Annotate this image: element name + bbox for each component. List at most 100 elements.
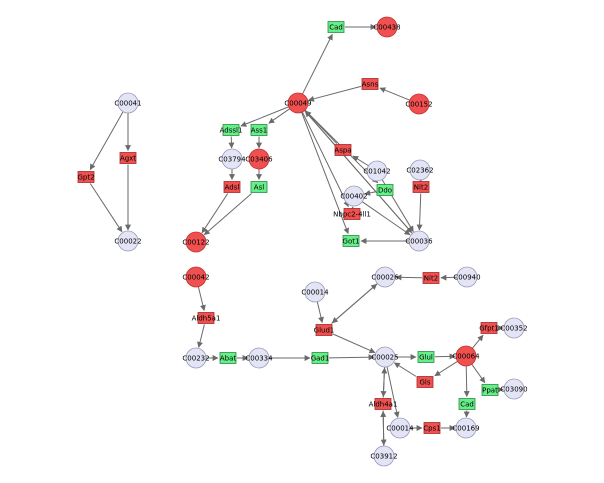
enzyme-node-nbpc[interactable]: Nbpc2-4ll1 [333,208,371,220]
node-label: C01042 [363,168,390,176]
node-label: Glul [419,354,433,362]
node-label: C00042 [182,274,209,282]
enzyme-node-gad1[interactable]: Gad1 [311,352,330,364]
enzyme-node-cad_bot[interactable]: Cad [458,398,476,410]
enzyme-node-cad_top[interactable]: Cad [327,21,345,33]
node-label: Asns [362,81,379,89]
compound-circle [503,378,525,400]
compound-circle [248,148,270,170]
compound-node-c03090[interactable]: C03090 [500,378,528,400]
node-label: C00014 [386,425,414,433]
compound-node-c00014b[interactable]: C00014 [386,417,414,439]
edge-gad1-to-c00025 [328,354,375,361]
enzyme-box [481,384,499,396]
enzyme-box [223,181,241,193]
node-label: Got1 [343,238,360,246]
compound-circle [248,347,270,369]
edge-c00049-to-ass1 [268,108,291,124]
enzyme-node-adsl[interactable]: Adsl [223,181,241,193]
node-label: C03794 [218,156,246,164]
edge-c00042-to-aldh5a1 [197,286,206,312]
node-label: Ddo [378,187,392,195]
node-label: C03406 [245,156,273,164]
edge-aldh5a1-to-c00232 [197,324,205,348]
node-label: C03090 [500,386,527,394]
enzyme-node-nit2[interactable]: Nit2 [412,181,430,193]
enzyme-node-aldh4a1[interactable]: Aldh4a1 [369,398,398,410]
edge-gls-to-c00025 [393,362,417,377]
node-label: C00064 [452,353,480,361]
compound-node-c00014a[interactable]: C00014 [301,281,329,303]
node-label: C00402 [340,193,367,201]
edge-aldh4a1-to-c00025 [381,367,388,398]
enzyme-node-adssl1[interactable]: Adssl1 [220,124,243,136]
enzyme-node-aldh5a1[interactable]: Aldh5a1 [192,312,221,324]
compound-node-c00042[interactable]: C00042 [182,266,210,288]
enzyme-node-abat[interactable]: Abat [219,352,237,364]
enzyme-node-gpt2[interactable]: Gpt2 [77,171,95,183]
node-label: Cad [460,401,474,409]
compound-node-c00049[interactable]: C00049 [284,92,312,114]
edge-nit2-to-c00036 [416,193,423,231]
edge-c00041-to-gpt2 [89,111,124,171]
compound-node-c03406[interactable]: C03406 [245,148,273,170]
compound-node-c00352[interactable]: C00352 [500,317,528,339]
compound-circle [117,92,139,114]
enzyme-box [417,351,435,363]
compound-circle [366,160,388,182]
node-label: Nit2 [424,275,438,283]
enzyme-node-ass1[interactable]: Ass1 [250,124,268,136]
compound-circle [304,281,326,303]
compound-node-c00152[interactable]: C00152 [405,93,433,115]
enzyme-node-glul[interactable]: Glul [417,351,435,363]
node-label: Aldh5a1 [192,315,221,323]
compound-node-c00334[interactable]: C00334 [245,347,273,369]
compound-circle [374,266,396,288]
compound-node-c03912[interactable]: C03912 [370,445,398,467]
compound-node-c00940[interactable]: C00940 [453,266,481,288]
compound-node-c00022[interactable]: C00022 [114,230,142,252]
enzyme-node-glud1[interactable]: Glud1 [314,324,335,336]
node-label: Adssl1 [220,127,243,135]
compound-node-c00438[interactable]: C00438 [373,16,401,38]
compound-node-c00122[interactable]: C00122 [182,231,210,253]
compound-node-c02362[interactable]: C02362 [406,159,434,181]
enzyme-node-cps1[interactable]: Cps1 [423,422,441,434]
compound-node-c00402[interactable]: C00402 [340,185,368,207]
compound-node-c00169[interactable]: C00169 [452,417,480,439]
compound-node-c03794[interactable]: C03794 [218,148,246,170]
compound-node-c00026[interactable]: C00026 [371,266,399,288]
compound-node-c00064[interactable]: C00064 [452,345,480,367]
node-label: Adsl [225,184,240,192]
enzyme-node-ddo[interactable]: Ddo [376,184,394,196]
node-label: Gpt2 [77,174,94,182]
edge-ddo-to-c00402 [364,189,377,196]
enzyme-node-got1[interactable]: Got1 [343,235,360,247]
compound-node-c00025[interactable]: C00025 [371,346,399,368]
enzyme-node-agxt[interactable]: Agxt [119,152,137,164]
compound-node-c00041[interactable]: C00041 [114,92,142,114]
compound-node-c01042[interactable]: C01042 [363,160,391,182]
enzyme-box [77,171,95,183]
node-label: Abat [220,355,237,363]
enzyme-box [374,398,392,410]
compound-circle [409,159,431,181]
enzyme-node-nit2b[interactable]: Nit2 [422,272,440,284]
node-label: Asl [254,184,264,192]
enzyme-node-asl[interactable]: Asl [250,181,268,193]
compound-node-c00232[interactable]: C00232 [182,347,210,369]
enzyme-box [416,376,434,388]
enzyme-box [250,181,268,193]
edge-c01042-to-aspa [352,155,369,167]
node-label: Gad1 [311,355,330,363]
enzyme-node-asns[interactable]: Asns [361,78,379,90]
enzyme-node-ppat[interactable]: Ppat [481,384,499,396]
node-label: Aspa [334,147,351,155]
enzyme-node-gfpt1[interactable]: Gfpt1 [479,322,499,334]
enzyme-node-aspa[interactable]: Aspa [334,144,352,156]
enzyme-box [423,422,441,434]
enzyme-node-gls[interactable]: Gls [416,376,434,388]
compound-node-c00036[interactable]: C00036 [405,230,433,252]
node-label: C00438 [373,24,400,32]
